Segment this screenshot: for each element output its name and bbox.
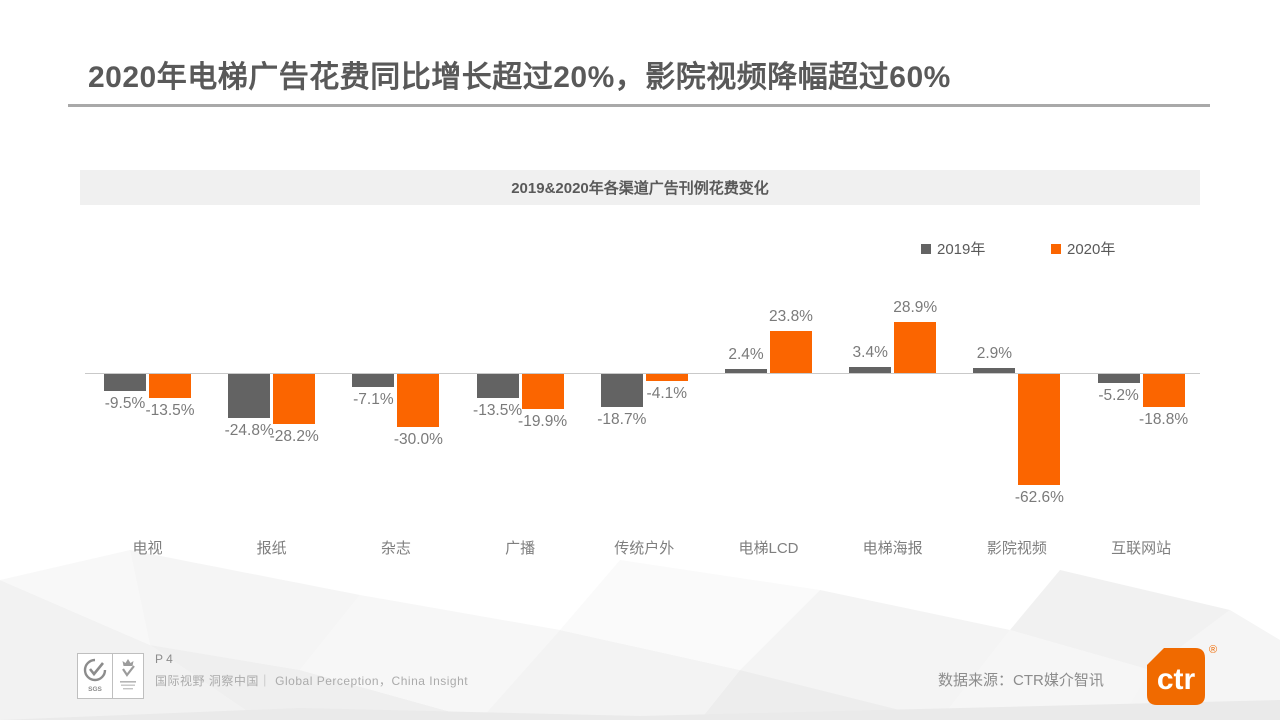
category-label-电梯LCD: 电梯LCD [738, 540, 799, 557]
category-label-报纸: 报纸 [256, 540, 287, 557]
value-label-2019年-互联网站: -5.2% [1098, 387, 1139, 405]
category-label-电视: 电视 [132, 540, 163, 557]
data-source-label: 数据来源：CTR媒介智讯 [938, 672, 1104, 689]
value-label-2020年-电视: -13.5% [145, 402, 195, 420]
bar-2019年-电梯海报 [849, 366, 892, 373]
value-label-2019年-影院视频: 2.9% [976, 344, 1013, 362]
value-label-2019年-传统户外: -18.7% [597, 411, 647, 429]
value-label-2019年-电视: -9.5% [104, 394, 146, 412]
value-label-2019年-广播: -13.5% [473, 402, 523, 420]
chart-legend: 2019年 2020年 [0, 238, 1280, 258]
bar-2020年-电梯LCD [770, 330, 812, 373]
bar-2019年-报纸 [228, 374, 271, 419]
legend-label-2020: 2020年 [1067, 241, 1116, 258]
bar-2020年-电视 [149, 374, 191, 399]
registered-mark-icon: ® [1209, 644, 1218, 656]
chart-title: 2019&2020年各渠道广告刊例花费变化 [511, 180, 769, 197]
chart-title-band: 2019&2020年各渠道广告刊例花费变化 [80, 170, 1200, 205]
bar-2020年-电梯海报 [894, 321, 937, 373]
category-label-影院视频: 影院视频 [986, 540, 1047, 557]
bar-2019年-传统户外 [600, 374, 643, 408]
bar-2019年-杂志 [352, 374, 395, 387]
ctr-logo: ctr [1147, 648, 1205, 705]
title-divider [68, 104, 1210, 107]
value-label-2019年-杂志: -7.1% [353, 390, 394, 408]
bar-2020年-报纸 [273, 374, 316, 425]
legend-item-2019: 2019年 [921, 238, 985, 259]
value-label-2020年-电梯LCD: 23.8% [769, 307, 813, 325]
value-label-2020年-报纸: -28.2% [269, 428, 319, 446]
value-label-2020年-传统户外: -4.1% [646, 385, 688, 403]
bar-2020年-传统户外 [645, 374, 688, 382]
category-label-杂志: 杂志 [380, 540, 411, 557]
value-label-2020年-影院视频: -62.6% [1014, 489, 1064, 507]
svg-text:SGS: SGS [88, 686, 102, 693]
category-label-广播: 广播 [505, 540, 536, 557]
bar-2020年-影院视频 [1018, 374, 1061, 486]
category-label-互联网站: 互联网站 [1111, 540, 1172, 557]
legend-item-2020: 2020年 [1051, 238, 1115, 259]
footer: SGS P 4 国际视野 洞察中国｜ Global Perception，Chi… [0, 640, 1280, 720]
category-label-电梯海报: 电梯海报 [862, 540, 923, 557]
bar-2020年-广播 [521, 374, 564, 410]
value-label-2020年-互联网站: -18.8% [1139, 411, 1189, 429]
bar-2020年-杂志 [397, 374, 440, 428]
value-label-2019年-报纸: -24.8% [224, 422, 274, 440]
ukas-badge-icon [112, 653, 144, 699]
ctr-logo-text: ctr [1157, 663, 1196, 696]
category-label-传统户外: 传统户外 [614, 540, 675, 557]
footer-tagline: 国际视野 洞察中国｜ Global Perception，China Insig… [155, 674, 469, 688]
value-label-2020年-电梯海报: 28.9% [893, 298, 938, 316]
bar-2019年-影院视频 [973, 367, 1016, 373]
bar-2019年-电视 [104, 374, 146, 391]
value-label-2020年-杂志: -30.0% [393, 431, 443, 449]
value-label-2019年-电梯海报: 3.4% [852, 343, 888, 361]
value-label-2019年-电梯LCD: 2.4% [728, 345, 764, 363]
value-label-2020年-广播: -19.9% [518, 413, 568, 431]
bar-2019年-互联网站 [1097, 374, 1140, 384]
zero-baseline [85, 373, 1200, 374]
page-number: P 4 [155, 652, 173, 666]
legend-swatch-2020 [1051, 243, 1061, 254]
legend-label-2019: 2019年 [937, 241, 986, 258]
bar-2020年-互联网站 [1142, 374, 1185, 408]
bar-2019年-广播 [476, 374, 519, 399]
sgs-badge-icon: SGS [77, 653, 113, 699]
slide-title: 2020年电梯广告花费同比增长超过20%，影院视频降幅超过60% [88, 61, 951, 94]
legend-swatch-2019 [921, 243, 931, 254]
bar-2019年-电梯LCD [725, 368, 767, 373]
